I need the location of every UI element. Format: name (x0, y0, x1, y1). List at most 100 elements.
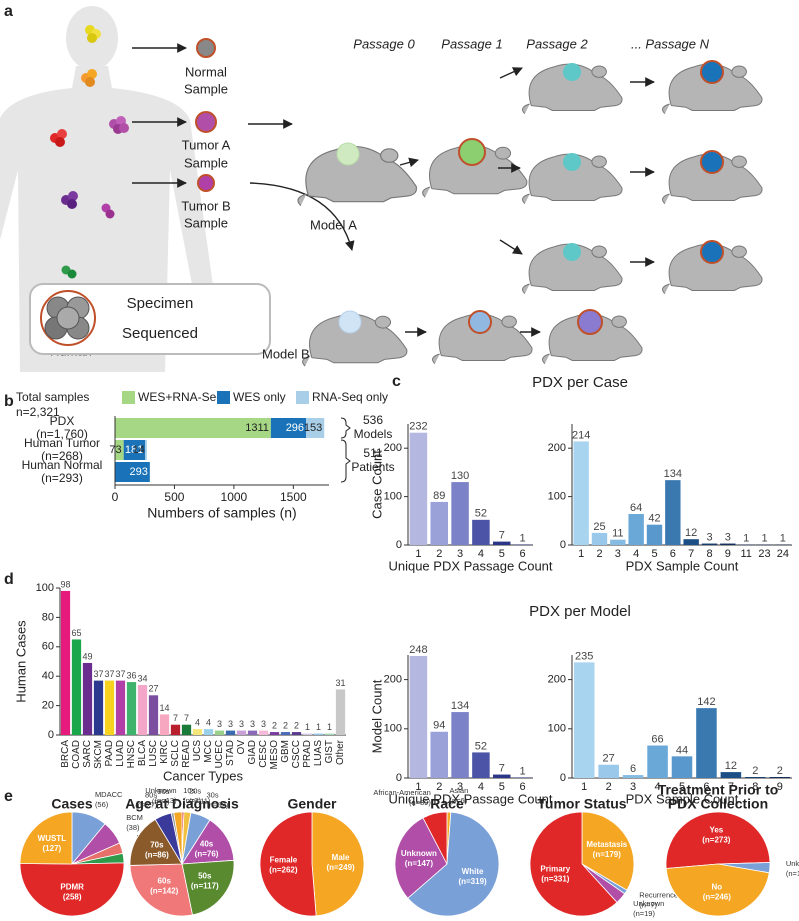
value-label: 37 (115, 669, 125, 679)
pie-value-label: (n=7) (639, 901, 657, 910)
value-label: 7 (499, 530, 505, 542)
value-label: 1 (761, 532, 767, 544)
bar (409, 432, 428, 545)
x-tick-label: 7 (688, 548, 694, 560)
bar-segment (270, 418, 307, 438)
bar (701, 543, 718, 545)
chart-title: Treatment Prior to (658, 782, 779, 798)
value-label: 12 (725, 760, 737, 772)
y-axis-label: Model Count (369, 679, 384, 753)
pie-slice (529, 811, 618, 917)
pie-slice (581, 811, 635, 891)
model-label: Model B (262, 346, 310, 361)
bar (472, 519, 490, 545)
value-label: 3 (725, 531, 731, 543)
value-label: 134 (664, 468, 682, 480)
pie-label: 30s (207, 791, 219, 800)
x-tick-label: 5 (679, 781, 685, 793)
x-tick-label: 4 (478, 548, 484, 560)
bar (665, 480, 681, 545)
pie-slice (129, 818, 183, 866)
pie-slice (181, 859, 235, 916)
pie-slice (665, 863, 770, 917)
bar (203, 729, 214, 735)
chart-title: PDX per Case (532, 374, 628, 391)
sample-label: Sample (184, 81, 228, 96)
passage-label: Passage 0 (353, 36, 415, 51)
x-tick-label: 6 (520, 781, 526, 793)
value-label: 42 (648, 513, 660, 525)
pie-slice (259, 811, 317, 917)
bar (214, 730, 225, 735)
pie-label: No (711, 883, 722, 892)
sample-label: Sample (184, 215, 228, 230)
y-tick-label: 0 (48, 729, 54, 741)
pie-label: 90s (157, 787, 169, 796)
x-tick-label: 4 (633, 548, 639, 560)
pie-value-label: (n=17) (786, 869, 799, 878)
x-axis-label: Numbers of samples (n) (147, 505, 296, 521)
x-tick-label: GIAD (247, 740, 258, 764)
pie-value-label: (n=39) (409, 798, 431, 807)
sample-label: Tumor A (182, 137, 231, 152)
x-tick-label: 3 (457, 548, 463, 560)
x-tick-label: READ (181, 740, 192, 768)
bar (258, 730, 269, 735)
panel-label: b (4, 393, 14, 410)
value-label: 7 (184, 713, 189, 723)
bar (269, 732, 280, 735)
category-label: PDX (50, 414, 75, 428)
x-tick-label: 0 (112, 490, 119, 504)
bar (610, 539, 626, 545)
bar (409, 655, 428, 778)
chart-title: Age at Diagnosis (125, 796, 239, 812)
bar (430, 501, 448, 545)
x-tick-label: LUAD (115, 740, 126, 767)
value-label: 2 (294, 720, 299, 730)
samples: Normal Sample Tumor A Sample Tumor B Sam… (132, 38, 355, 251)
x-tick-label: 2 (436, 548, 442, 560)
value-label: 1 (520, 532, 526, 544)
pie-value-label: (n=262) (269, 865, 298, 874)
x-tick-label: 1 (578, 548, 584, 560)
x-axis-label: Unique PDX Passage Count (388, 791, 552, 806)
value-label: 2 (777, 765, 783, 777)
passage-label: Passage 2 (526, 36, 588, 51)
x-axis-label: Unique PDX Passage Count (388, 558, 552, 573)
pie-value-label: (n=4) (152, 797, 170, 806)
pie-value-label: (n=19) (633, 909, 655, 918)
chart-title: Race (430, 796, 464, 812)
x-tick-label: BRCA (60, 740, 71, 768)
pie-value-label: (n=86) (145, 850, 169, 859)
value-label: 31 (335, 678, 345, 688)
category-label: (n=1,760) (36, 427, 88, 441)
bar (493, 774, 511, 778)
bar-segment (115, 462, 150, 482)
bar (302, 733, 313, 735)
bar (93, 680, 104, 735)
value-label: 11 (612, 528, 623, 540)
y-tick-label: 100 (36, 582, 54, 594)
chart-title: Tumor Status (537, 796, 626, 812)
pie-slice (173, 811, 183, 865)
legend-label: WES+RNA-Seq (138, 390, 223, 404)
bar (60, 590, 71, 735)
value-label: 37 (93, 669, 103, 679)
x-tick-label: 2 (596, 548, 602, 560)
bar (225, 730, 236, 735)
value-label: 52 (475, 740, 487, 752)
y-tick-label: 20 (42, 700, 54, 712)
bar (115, 680, 126, 735)
value-label: 49 (82, 651, 92, 661)
category-label: Human Tumor (24, 436, 100, 450)
pie-label: BCM (126, 813, 143, 822)
y-tick-label: 100 (548, 723, 566, 735)
bar (573, 662, 595, 778)
bar (647, 745, 668, 778)
value-label: 2 (272, 720, 277, 730)
x-tick-label: SARC (82, 740, 93, 768)
x-tick-label: GBM (280, 740, 291, 763)
pie-label: Female (270, 855, 298, 864)
brace (340, 439, 351, 483)
pie-label: Unknown (145, 786, 176, 795)
